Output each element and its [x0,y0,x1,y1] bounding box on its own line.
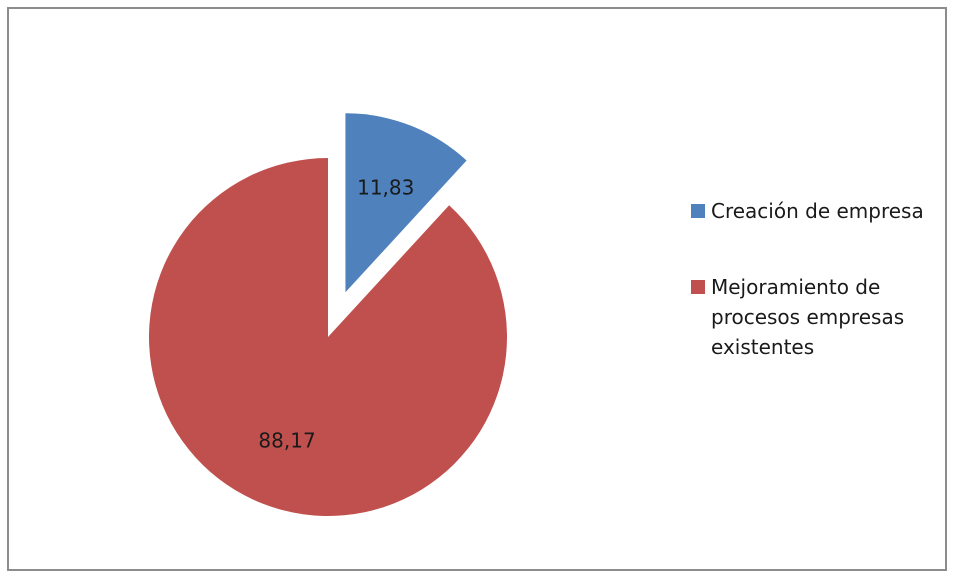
legend: Creación de empresa Mejoramiento de proc… [691,196,941,408]
legend-label-line: procesos empresas [711,305,905,329]
legend-label: Mejoramiento de procesos empresas existe… [711,272,904,362]
legend-swatch-blue [691,204,705,218]
legend-entry-creacion-de-empresa: Creación de empresa [691,196,941,226]
data-label-mejoramiento-de-procesos: 88,17 [258,429,315,453]
legend-label: Creación de empresa [711,196,924,226]
legend-entry-mejoramiento-de-procesos: Mejoramiento de procesos empresas existe… [691,272,941,362]
data-label-creacion-de-empresa: 11,83 [357,175,414,199]
legend-label-line: Creación de empresa [711,199,924,223]
pie-slice-mejoramiento-de-procesos [149,158,508,516]
pie-slice-creacion-de-empresa [345,113,467,293]
legend-label-line: Mejoramiento de [711,275,881,299]
legend-label-line: existentes [711,335,815,359]
legend-swatch-red [691,280,705,294]
